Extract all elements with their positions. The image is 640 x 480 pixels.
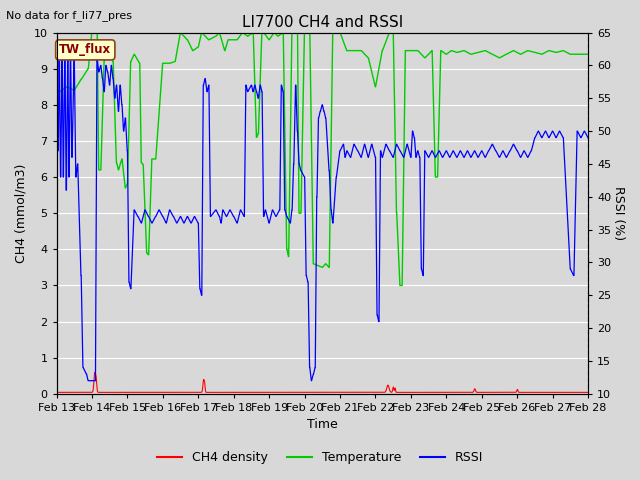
Legend: CH4 density, Temperature, RSSI: CH4 density, Temperature, RSSI <box>152 446 488 469</box>
Text: No data for f_li77_pres: No data for f_li77_pres <box>6 10 132 21</box>
Y-axis label: RSSI (%): RSSI (%) <box>612 186 625 240</box>
Title: LI7700 CH4 and RSSI: LI7700 CH4 and RSSI <box>242 15 403 30</box>
Y-axis label: CH4 (mmol/m3): CH4 (mmol/m3) <box>15 164 28 263</box>
X-axis label: Time: Time <box>307 419 338 432</box>
Text: TW_flux: TW_flux <box>60 43 111 56</box>
